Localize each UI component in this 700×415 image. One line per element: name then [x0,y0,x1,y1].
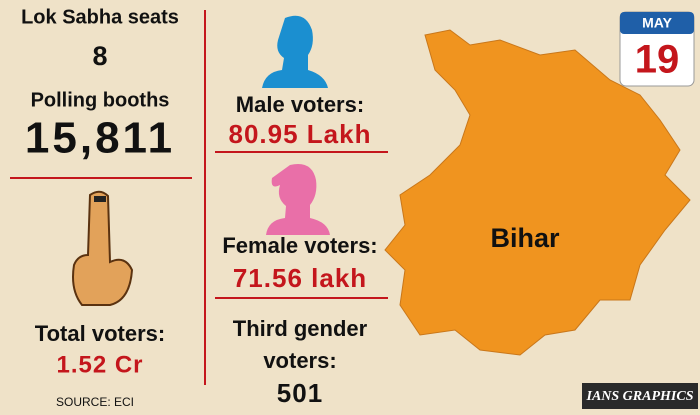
calendar-month: MAY [642,15,672,31]
label: Male voters: [236,92,364,117]
finger-icon [72,190,134,306]
credit-box [582,383,698,409]
label: Lok Sabha seats [21,6,179,28]
bihar-map [384,29,691,356]
value: 501 [277,378,323,408]
label: Polling booths [31,89,170,111]
female-icon [266,164,330,235]
credit: IANS GRAPHICS [586,389,694,404]
male-icon [262,15,328,88]
value: 15,811 [25,114,175,163]
label: Total voters: [35,321,165,346]
calendar [619,11,695,87]
label: Third gender [233,316,368,341]
map-label: Bihar [490,223,560,253]
value: 80.95 Lakh [229,119,372,149]
label: Female voters: [222,233,377,258]
value: 71.56 lakh [233,263,367,293]
label: voters: [263,348,336,373]
calendar-day: 19 [635,38,680,82]
value: 8 [92,41,107,71]
value: 1.52 Cr [56,351,143,378]
source: SOURCE: ECI [56,395,134,409]
